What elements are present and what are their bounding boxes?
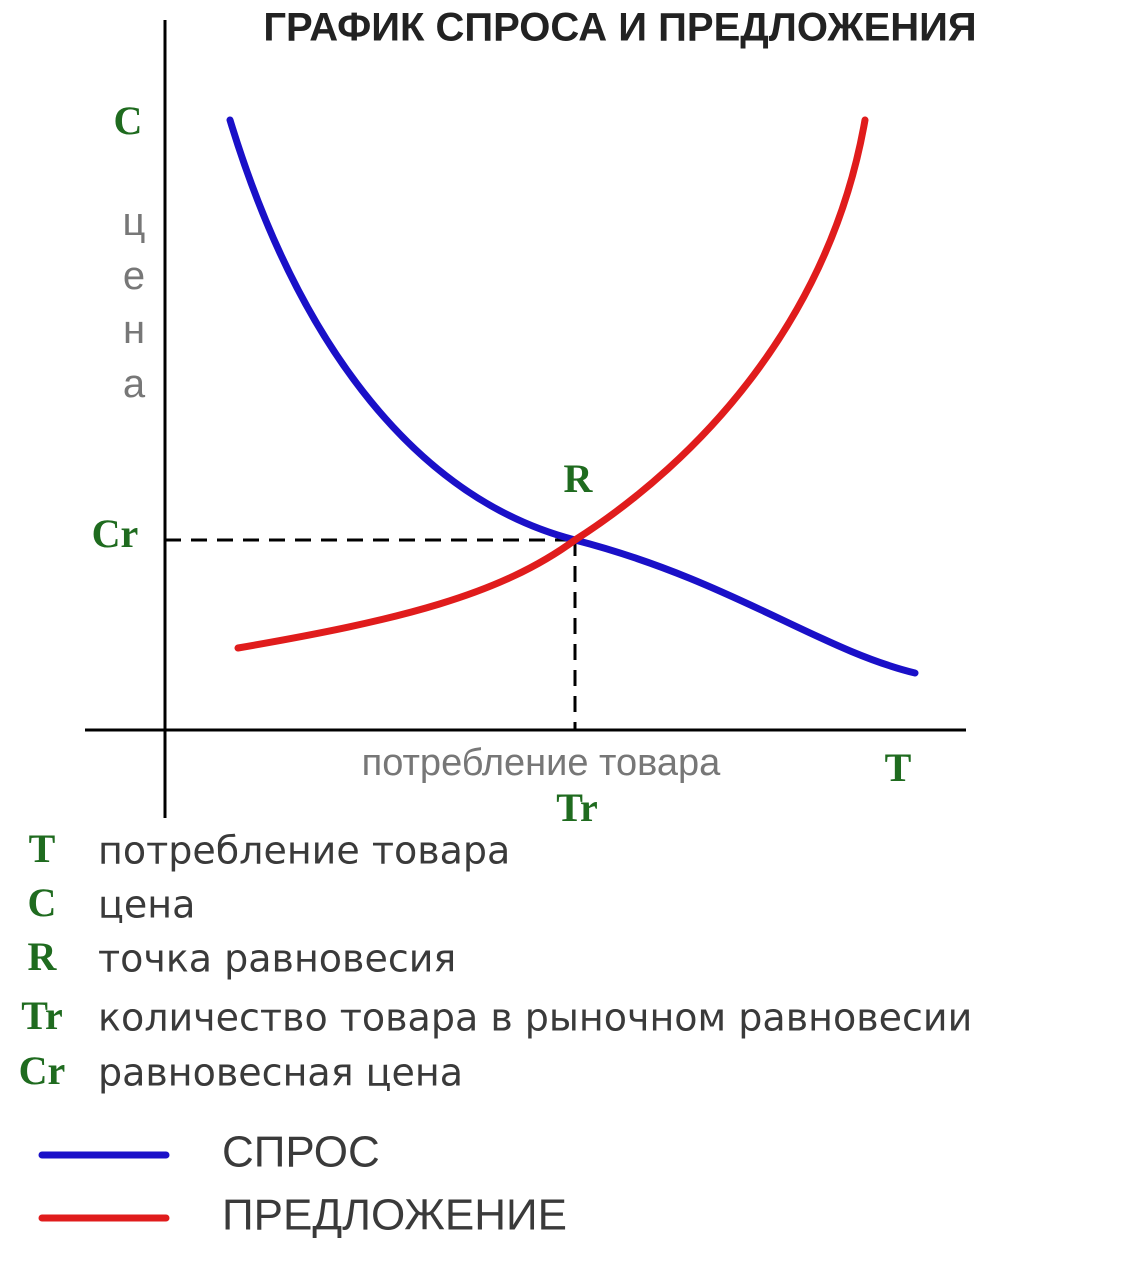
definition-text: точка равновесия	[98, 937, 456, 981]
definition-symbol: R	[28, 934, 58, 979]
definition-symbol: C	[28, 880, 57, 925]
demand-curve	[226, 116, 919, 677]
y-symbol: C	[114, 98, 143, 143]
definition-text: количество товара в рыночном равновесии	[98, 996, 972, 1040]
y-label: цена	[112, 200, 156, 416]
title: ГРАФИК СПРОСА И ПРЕДЛОЖЕНИЯ	[263, 6, 976, 50]
definition-symbol: Tr	[21, 993, 62, 1038]
legend-label: ПРЕДЛОЖЕНИЕ	[222, 1191, 567, 1240]
supply-curve	[234, 116, 869, 652]
definition-symbol: Cr	[19, 1048, 66, 1093]
point-label: R	[564, 456, 594, 501]
x-label: потребление товара	[362, 742, 722, 784]
legend-label: СПРОС	[222, 1128, 380, 1177]
definition-text: потребление товара	[98, 829, 510, 873]
price-label: Cr	[92, 511, 139, 556]
definition-symbol: T	[29, 826, 56, 871]
legend: СПРОС ПРЕДЛОЖЕНИЕ	[38, 1128, 567, 1240]
definition-text: цена	[98, 883, 195, 927]
definition-text: равновесная цена	[98, 1051, 463, 1095]
quantity-label: Tr	[556, 785, 597, 830]
x-symbol: T	[885, 745, 912, 790]
